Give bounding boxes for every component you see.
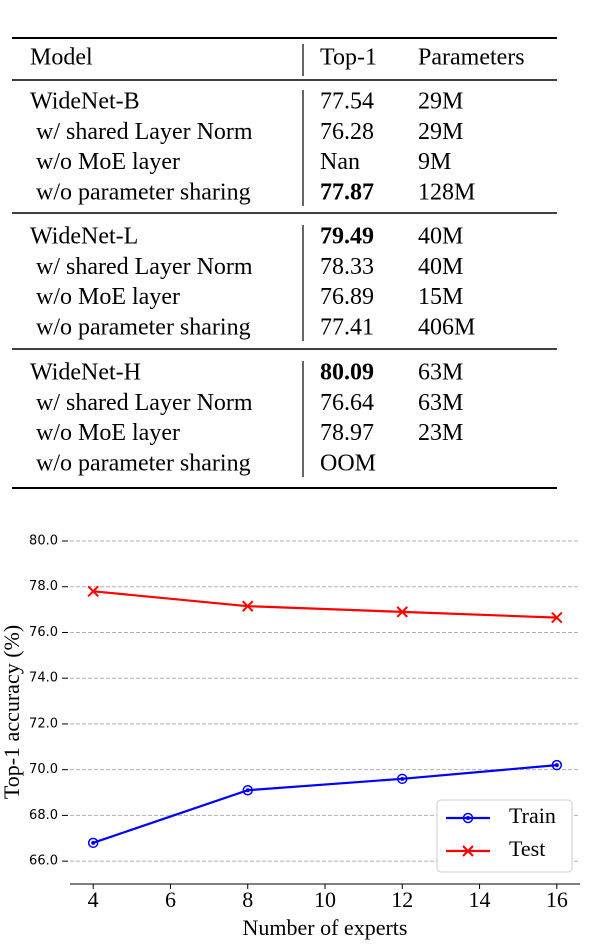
table-cell: OOM (320, 450, 376, 476)
table-cell: w/ shared Layer Norm (36, 390, 253, 416)
table-cell: 78.33 (320, 254, 374, 280)
y-tick-label: 70.0 (29, 762, 58, 777)
legend-marker (466, 816, 470, 820)
table-header: Model (30, 45, 93, 71)
y-tick-label: 72.0 (29, 716, 58, 731)
y-axis-label: Top-1 accuracy (%) (0, 625, 24, 799)
table-cell: WideNet-H (30, 360, 141, 386)
point-core (91, 840, 96, 845)
point-core (554, 763, 559, 768)
table-cell: w/o parameter sharing (36, 179, 251, 205)
point (551, 611, 563, 624)
legend-marker (462, 812, 474, 824)
table-cell: 9M (418, 149, 451, 175)
table-cell: 76.89 (320, 284, 374, 310)
point (396, 606, 408, 618)
x-tick-label: 14 (469, 887, 491, 912)
table-cell: 77.87 (320, 179, 374, 205)
line (93, 590, 557, 619)
table-cell: w/o MoE layer (36, 284, 180, 310)
x-axis-label: Number of experts (243, 915, 408, 940)
table-cell: 76.64 (320, 390, 374, 416)
point (242, 600, 254, 612)
table-cell: WideNet-B (30, 89, 140, 115)
x-tick-label: 12 (391, 887, 413, 912)
table-cell: 29M (418, 89, 463, 115)
y-tick-label: 78.0 (29, 579, 58, 594)
x-tick-label: 4 (88, 887, 99, 912)
table-cell: Nan (320, 149, 360, 175)
table-cell: w/o parameter sharing (36, 450, 251, 476)
y-tick-label: 80.0 (29, 534, 58, 549)
y-tick-label: 76.0 (29, 625, 58, 640)
table-cell: WideNet-L (30, 224, 138, 250)
table-cell: w/ shared Layer Norm (36, 119, 253, 145)
table-cell: 79.49 (320, 224, 374, 250)
legend-label: Train (509, 803, 556, 828)
table-header: Parameters (418, 45, 525, 71)
point (242, 784, 253, 796)
table-cell: 76.28 (320, 119, 374, 145)
x-tick-label: 6 (165, 887, 176, 912)
table-cell: 128M (418, 179, 475, 205)
y-tick-label: 66.0 (29, 854, 58, 869)
point (87, 585, 99, 598)
table-cell: 40M (418, 224, 463, 250)
legend-marker (462, 845, 474, 857)
legend-label: Test (509, 836, 545, 861)
x-tick-label: 10 (314, 887, 336, 912)
table-cell: 40M (418, 254, 463, 280)
line (92, 763, 557, 844)
table-cell: 80.09 (320, 360, 374, 386)
point (397, 773, 408, 785)
table-cell: w/o MoE layer (36, 149, 180, 175)
table-cell: 77.54 (320, 89, 374, 115)
table-cell: w/ shared Layer Norm (36, 254, 253, 280)
table-cell: 406M (418, 314, 475, 340)
x-tick-label: 8 (242, 887, 253, 912)
point (87, 837, 99, 849)
table-cell: 77.41 (320, 314, 374, 340)
y-tick-label: 68.0 (29, 808, 58, 823)
table-cell: 78.97 (320, 420, 374, 446)
table-cell: 63M (418, 390, 463, 416)
table-header: Top-1 (320, 45, 377, 71)
table-cell: w/o parameter sharing (36, 314, 251, 340)
point-core (245, 788, 250, 793)
table-cell: 15M (418, 284, 463, 310)
table-cell: w/o MoE layer (36, 420, 180, 446)
table-cell: 29M (418, 119, 463, 145)
point (551, 759, 563, 771)
table-cell: 63M (418, 360, 463, 386)
table-cell: 23M (418, 420, 463, 446)
x-tick-label: 16 (546, 887, 568, 912)
y-tick-label: 74.0 (29, 671, 58, 686)
point-core (400, 776, 405, 781)
